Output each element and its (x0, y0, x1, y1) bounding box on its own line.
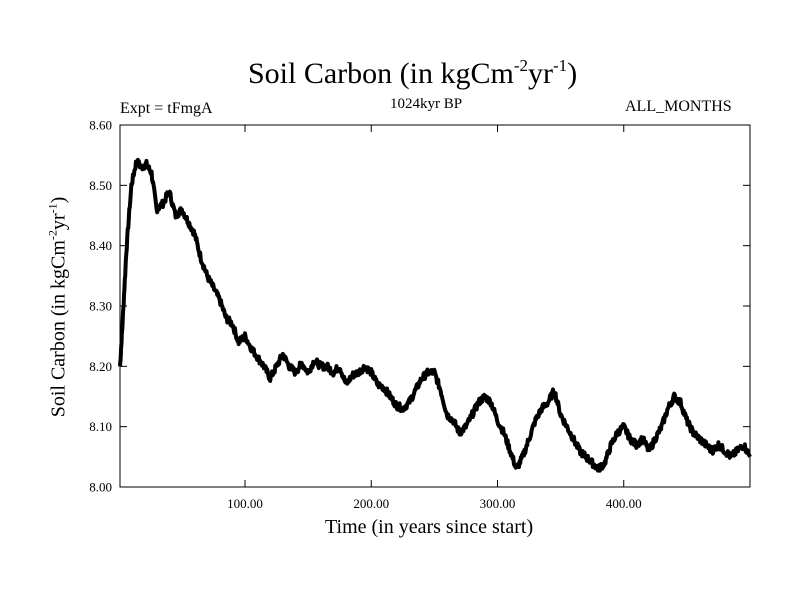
x-tick-label: 100.00 (227, 496, 263, 511)
x-axis-label: Time (in years since start) (325, 516, 534, 538)
y-tick-label: 8.40 (89, 238, 112, 253)
series-line (118, 157, 752, 473)
y-axis-label: Soil Carbon (in kgCm-2yr-1) (45, 196, 70, 418)
plot-frame (119, 124, 751, 488)
y-tick-label: 8.20 (89, 359, 112, 374)
y-tick-label: 8.60 (89, 118, 112, 133)
chart-marks: 8.00 8.10 8.20 8.30 8.40 8.50 8.60 100.00 200.00… (89, 118, 752, 511)
x-tick-label: 200.00 (353, 496, 389, 511)
y-tick-label: 8.30 (89, 299, 112, 314)
y-tick-label: 8.50 (89, 178, 112, 193)
season-label: ALL_MONTHS (625, 98, 732, 115)
x-tick-label: 300.00 (480, 496, 516, 511)
chart-title: Soil Carbon (in kgCm-2yr-1) (248, 56, 578, 90)
experiment-label: Expt = tFmgA (120, 100, 213, 117)
chart-subtitle: 1024kyr BP (390, 96, 463, 112)
y-tick-label: 8.10 (89, 419, 112, 434)
x-tick-label: 400.00 (606, 496, 642, 511)
y-tick-label: 8.00 (89, 480, 112, 495)
